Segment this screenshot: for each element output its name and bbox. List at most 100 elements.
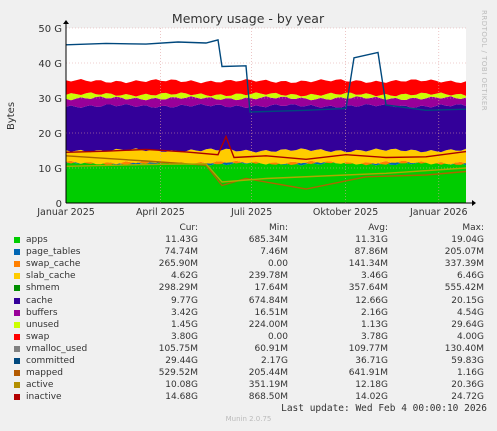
legend-label: slab_cache [26,271,76,282]
area-unused [66,92,466,101]
munin-version: Munin 2.0.75 [225,415,272,423]
legend-item-apps: apps 11.43G 685.34M 11.31G 19.04G [14,234,489,246]
legend-label: cache [26,295,53,306]
legend-value-avg: 641.91M [348,368,388,379]
legend-value-max: 130.40M [444,343,484,354]
legend-value-avg: 11.31G [355,235,388,246]
legend-value-min: 2.17G [260,356,288,367]
legend-header-min: Min: [268,223,288,233]
chart-title: Memory usage - by year [172,11,325,26]
line-active [65,163,467,183]
legend-item-committed: committed 29.44G 2.17G 36.71G 59.83G [14,355,489,367]
legend-header-max: Max: [462,223,484,233]
y-tick-label: 10 G [38,164,62,175]
legend-value-cur: 105.75M [158,343,198,354]
y-tick-label: 40 G [38,59,62,70]
legend-item-shmem: shmem 298.29M 17.64M 357.64M 555.42M [14,282,489,294]
legend-value-cur: 14.68G [165,392,198,403]
line-inactive [65,134,467,161]
last-update: Last update: Wed Feb 4 00:00:10 2026 [281,403,487,414]
line-mapped [65,155,467,190]
legend-value-avg: 12.18G [355,380,388,391]
legend-value-min: 17.64M [254,283,288,294]
legend-value-cur: 3.42G [170,307,198,318]
legend-value-min: 351.19M [248,380,288,391]
legend-value-min: 239.78M [248,271,288,282]
y-axis-arrow [63,20,69,24]
legend-swatch [14,382,20,389]
legend-swatch [14,345,20,352]
x-axis-arrow [472,200,476,206]
legend-swatch [14,285,20,292]
legend-swatch [14,321,20,328]
legend-label: apps [26,235,48,246]
legend-item-mapped: mapped 529.52M 205.44M 641.91M 1.16G [14,367,489,379]
legend-label: mapped [26,368,63,379]
legend-value-min: 674.84M [248,295,288,306]
legend-item-active: active 10.08G 351.19M 12.18G 20.36G [14,379,489,391]
legend-value-cur: 74.74M [164,247,198,258]
area-swap-cache [66,160,466,166]
legend-swatch [14,358,20,365]
x-tick-label: Oktober 2025 [313,207,379,218]
legend-label: vmalloc_used [26,343,88,354]
legend-value-max: 19.04G [451,235,484,246]
y-tick-label: 20 G [38,129,62,140]
area-buffers [66,96,466,108]
legend-value-avg: 36.71G [355,356,388,367]
legend-item-unused: unused 1.45G 224.00M 1.13G 29.64G [14,319,489,331]
legend-value-cur: 9.77G [170,295,198,306]
legend-value-max: 4.00G [456,331,484,342]
y-tick-label: 30 G [38,94,62,105]
y-tick-label: 0 [56,199,62,210]
legend-swatch [14,333,20,340]
legend-swatch [14,261,20,268]
legend-value-cur: 3.80G [170,331,198,342]
legend-value-max: 59.83G [451,356,484,367]
legend-item-buffers: buffers 3.42G 16.51M 2.16G 4.54G [14,307,489,319]
legend-swatch [14,237,20,244]
x-tick-label: Januar 2026 [409,207,468,218]
legend-value-max: 4.54G [456,307,484,318]
legend-swatch [14,249,20,256]
legend-value-min: 7.46M [260,247,288,258]
legend-value-avg: 2.16G [360,307,388,318]
legend-value-avg: 1.13G [360,319,388,330]
legend-value-avg: 14.02G [355,392,388,403]
legend-label: inactive [26,392,62,403]
legend-item-inactive: inactive 14.68G 868.50M 14.02G 24.72G [14,391,489,403]
legend-header: Cur: Min: Avg: Max: [14,222,489,234]
legend-header-cur: Cur: [179,223,198,233]
legend-value-max: 29.64G [451,319,484,330]
chart-canvas: Memory usage - by year Bytes 0 10 G 20 G 30… [6,11,476,218]
legend-item-cache: cache 9.77G 674.84M 12.66G 20.15G [14,295,489,307]
legend-label: swap [26,331,50,342]
legend-value-min: 60.91M [254,343,288,354]
x-tick-label: April 2025 [136,207,185,218]
legend-item-swap: swap 3.80G 0.00 3.78G 4.00G [14,331,489,343]
y-axis-label: Bytes [6,102,17,130]
legend-value-max: 337.39M [444,259,484,270]
legend-value-cur: 4.62G [170,271,198,282]
legend-value-min: 205.44M [248,368,288,379]
legend-value-cur: 298.29M [158,283,198,294]
legend-value-max: 24.72G [451,392,484,403]
area-swap [66,79,466,97]
legend-value-cur: 29.44G [165,356,198,367]
legend-label: active [26,380,54,391]
legend-value-max: 6.46G [456,271,484,282]
legend-value-avg: 87.86M [354,247,388,258]
legend-value-cur: 1.45G [170,319,198,330]
legend-value-avg: 357.64M [348,283,388,294]
legend-value-max: 20.15G [451,295,484,306]
legend-label: shmem [26,283,60,294]
legend-value-avg: 12.66G [355,295,388,306]
legend-swatch [14,394,20,401]
legend-swatch [14,297,20,304]
y-tick-label: 50 G [38,24,62,35]
legend-value-max: 205.07M [444,247,484,258]
legend-value-min: 16.51M [254,307,288,318]
legend-value-cur: 529.52M [158,368,198,379]
rrdtool-watermark: RRDTOOL / TOBI OETIKER [480,10,488,112]
legend-header-avg: Avg: [368,223,388,233]
